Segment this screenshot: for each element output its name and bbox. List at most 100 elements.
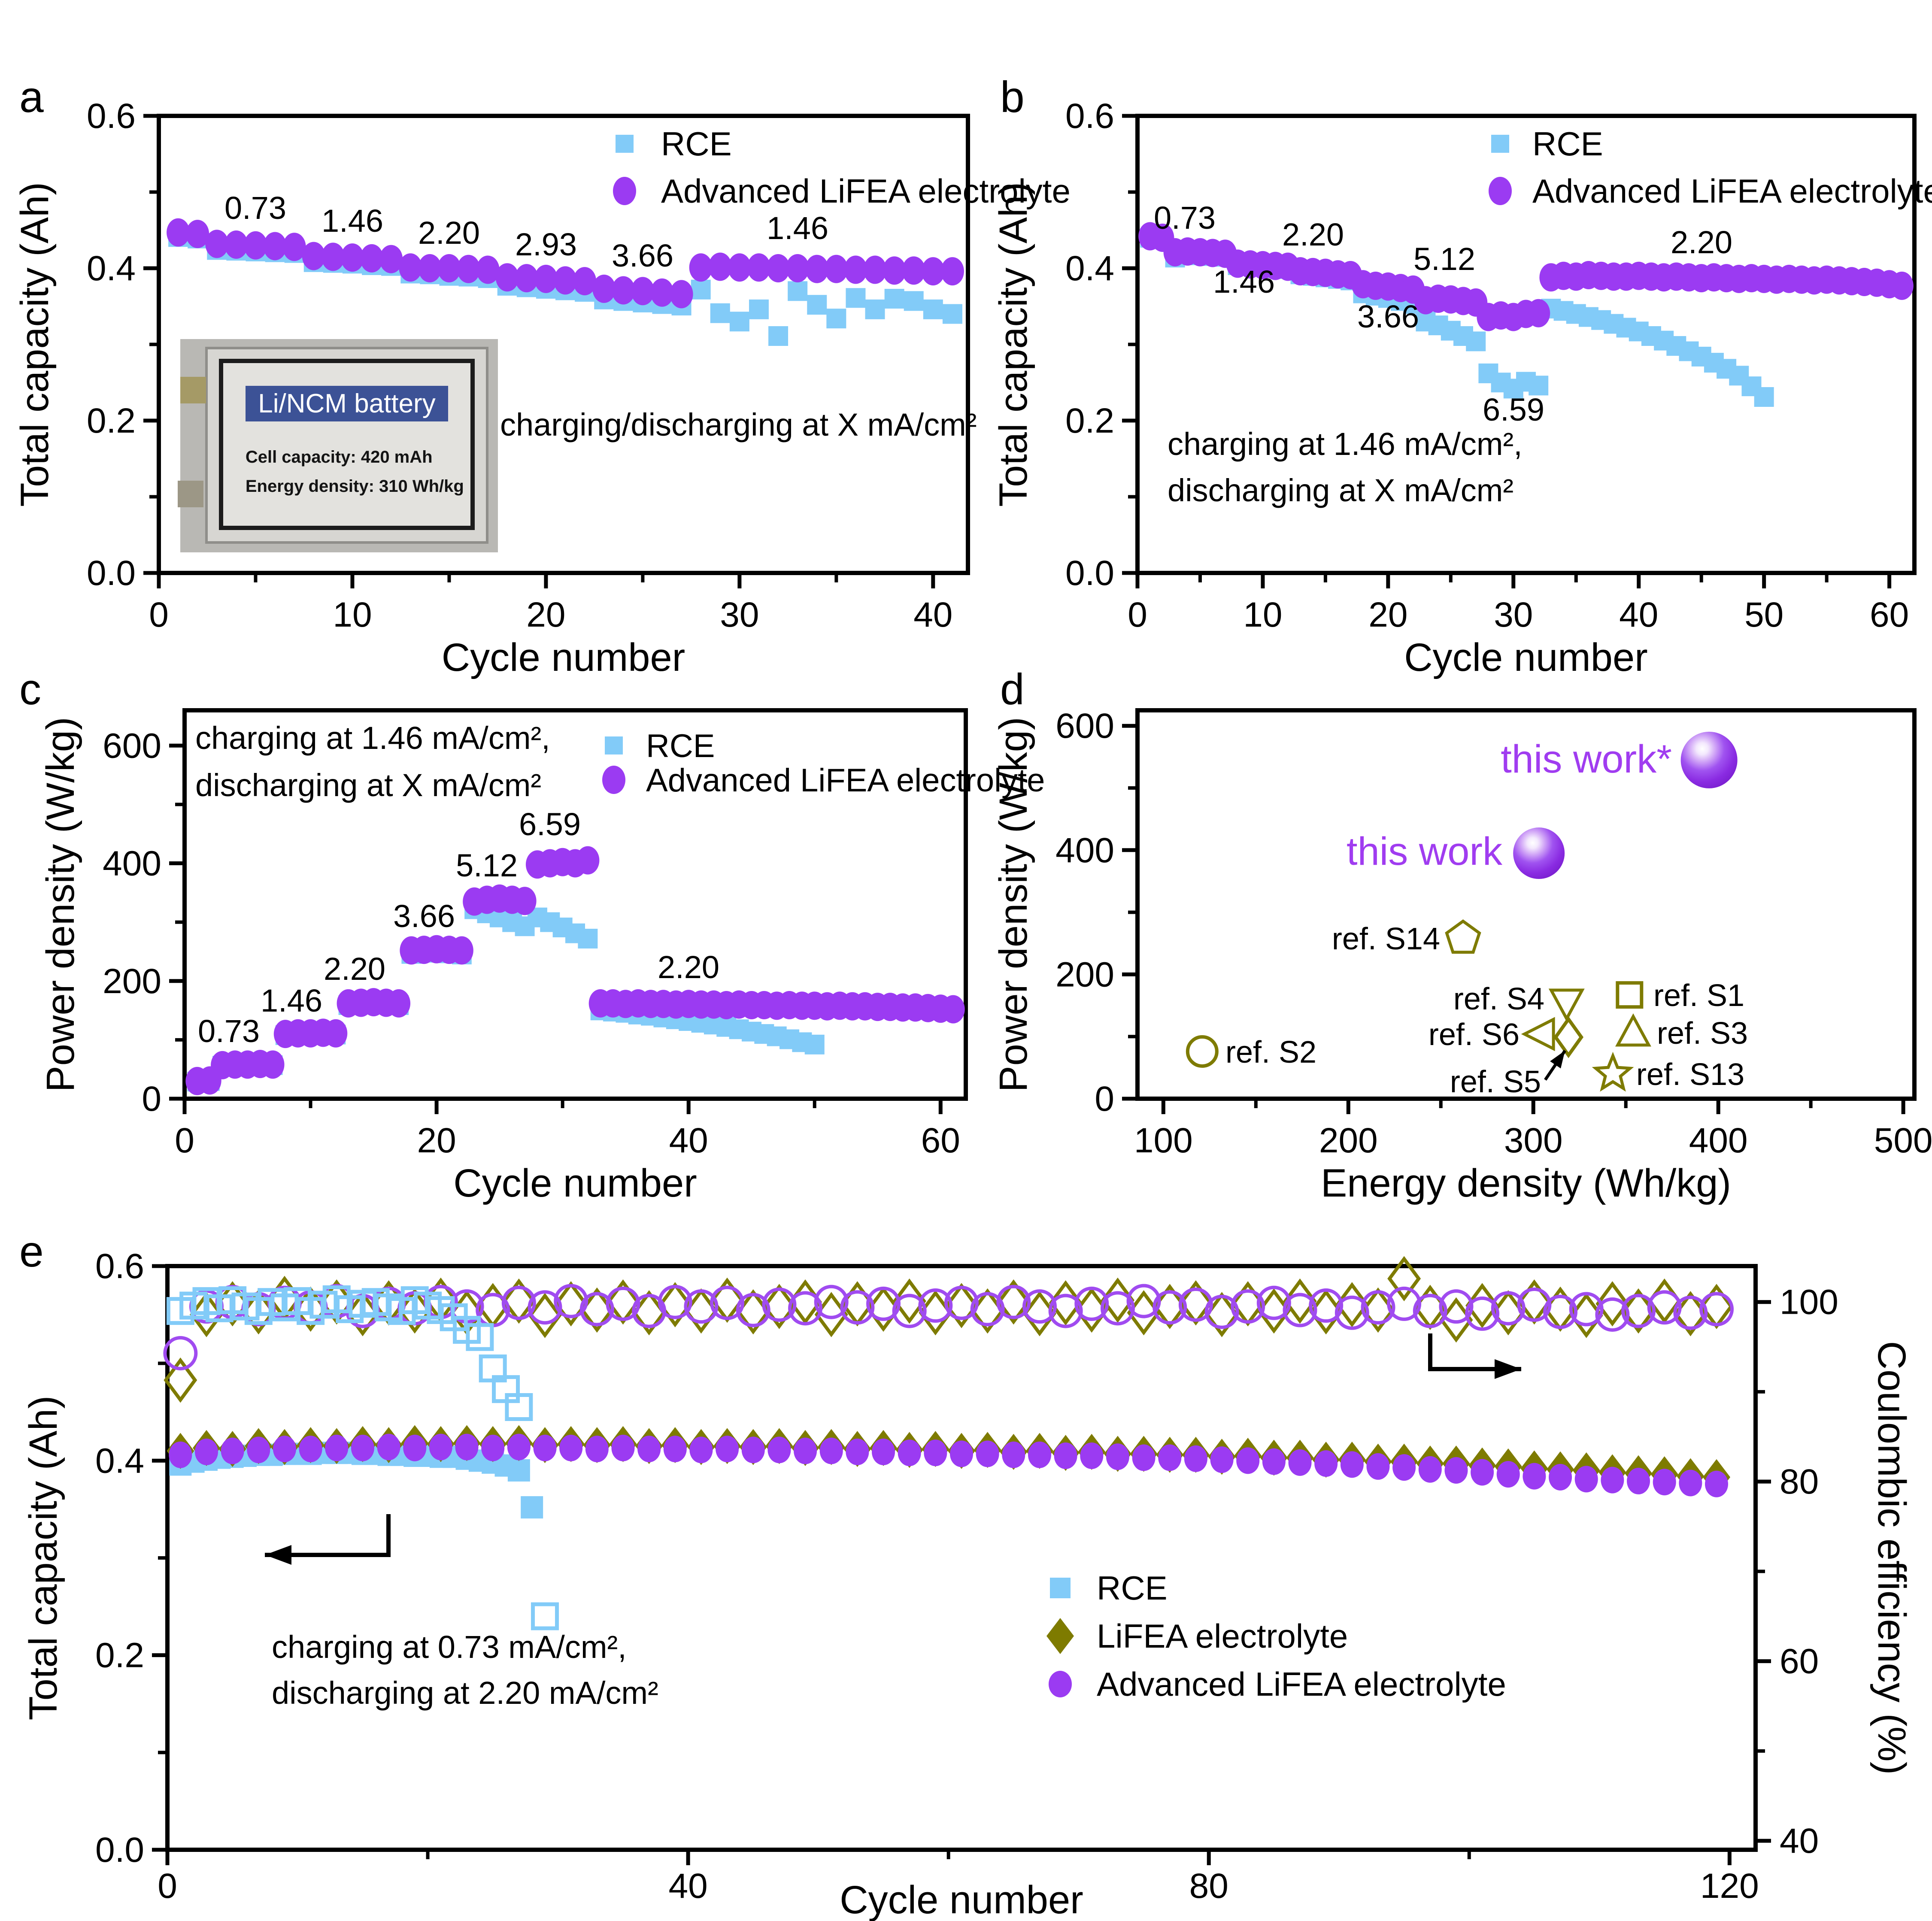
point-label: ref. S14 <box>1332 922 1440 956</box>
marker-circle <box>1283 1293 1317 1327</box>
series-advanced-lifea-electrolyte <box>167 218 964 309</box>
marker-square <box>710 303 730 323</box>
legend-label: RCE <box>1097 1569 1168 1607</box>
marker-ellipse <box>507 1433 531 1460</box>
marker-ellipse <box>325 1434 349 1461</box>
marker-ellipse <box>844 255 867 284</box>
x-tick-label: 40 <box>913 595 952 634</box>
marker-circle <box>1178 1287 1213 1322</box>
marker-circle <box>814 1285 849 1319</box>
point-ref-s1: ref. S1 <box>1616 979 1744 1013</box>
marker-square <box>521 1496 543 1519</box>
marker-square <box>1050 1578 1071 1598</box>
marker-diamond <box>1595 1281 1629 1327</box>
marker-ellipse <box>689 253 713 282</box>
marker-ellipse <box>1653 1469 1676 1496</box>
x-tick-label: 0 <box>1128 595 1147 634</box>
marker-circle <box>1439 1289 1474 1324</box>
marker-sphere <box>1513 827 1565 879</box>
marker-circle <box>1074 1286 1109 1321</box>
marker-ellipse <box>728 253 751 282</box>
point-label: ref. S5 <box>1450 1065 1541 1099</box>
x-axis-title: Cycle number <box>1404 636 1648 679</box>
marker-circle <box>579 1292 614 1327</box>
y-tick-label: 200 <box>1055 955 1114 994</box>
marker-square <box>1466 331 1486 351</box>
marker-ellipse <box>1392 1454 1416 1481</box>
marker-ellipse <box>324 1019 348 1048</box>
marker-square <box>1491 135 1509 153</box>
marker-diamond <box>658 1282 692 1327</box>
y2-tick-label: 100 <box>1780 1283 1838 1322</box>
marker-square <box>605 736 623 754</box>
marker-circle <box>1595 1297 1630 1332</box>
x-tick-label: 40 <box>669 1121 708 1160</box>
marker-ellipse <box>481 1434 505 1461</box>
marker-circle <box>918 1288 953 1323</box>
marker-sphere <box>1680 731 1738 788</box>
point-ref-s14: ref. S14 <box>1332 919 1481 956</box>
point-ref-s6: ref. S6 <box>1429 1017 1555 1052</box>
marker-ellipse <box>534 264 558 293</box>
y2-axis-title: Coulombic efficiency (%) <box>1870 1341 1914 1775</box>
marker-ellipse <box>1444 1457 1468 1484</box>
annotation: 2.93 <box>515 227 577 262</box>
x-tick-label: 120 <box>1700 1866 1759 1906</box>
y-tick-label: 0.2 <box>87 401 136 440</box>
marker-diamond <box>892 1278 926 1324</box>
pouch-cell-photo: Li/NCM battery Cell capacity: 420 mAh En… <box>205 347 488 544</box>
annotation: 3.66 <box>612 238 673 273</box>
x-axis: 0 10 20 30 40 50 60 Cycle number <box>1128 573 1909 679</box>
marker-ellipse <box>716 1436 739 1463</box>
marker-ellipse <box>689 1436 713 1463</box>
marker-diamond <box>1465 1283 1499 1328</box>
marker-ellipse <box>747 253 770 282</box>
marker-ellipse <box>585 1436 609 1463</box>
marker-circle <box>606 1286 640 1321</box>
marker-square <box>578 929 598 949</box>
marker-triangle <box>1548 988 1585 1022</box>
marker-ellipse <box>450 936 473 965</box>
marker-circle <box>1186 1035 1219 1068</box>
marker-ellipse <box>403 1434 427 1461</box>
marker-square <box>1529 376 1549 396</box>
marker-diamond <box>1179 1280 1213 1326</box>
marker-triangle <box>1615 1013 1651 1047</box>
marker-diamond <box>190 1292 223 1337</box>
marker-circle <box>1647 1290 1682 1325</box>
y-axis: 0.0 0.2 0.4 0.6 Total capacity (Ah) <box>21 1247 167 1869</box>
marker-ellipse <box>476 255 500 284</box>
marker-ellipse <box>805 255 829 283</box>
x-axis: 0 10 20 30 40 Cycle number <box>149 573 952 679</box>
y-axis-title: Power density (W/kg) <box>992 717 1035 1092</box>
panel-c-plot: 0 20 40 60 Cycle number 0 200 400 600 Power densi… <box>39 708 1045 1205</box>
marker-circle <box>1022 1289 1057 1324</box>
marker-circle <box>892 1294 927 1328</box>
y-tick-label: 600 <box>1055 706 1114 745</box>
x-axis: 0 40 80 120 Cycle number <box>158 1850 1759 1921</box>
y2-tick-label: 60 <box>1780 1642 1819 1681</box>
x-tick-label: 20 <box>417 1121 456 1160</box>
x-axis: 100 200 300 400 500 Energy density (Wh/kg) <box>1134 1099 1932 1205</box>
series-lifea-electrolyte-coulombic-efficiency <box>164 1256 1733 1403</box>
point-label: this work* <box>1501 737 1672 781</box>
marker-square <box>804 1034 825 1054</box>
x-tick-label: 50 <box>1744 595 1783 634</box>
marker-ellipse <box>1890 271 1914 300</box>
marker-ellipse <box>418 254 442 282</box>
x-tick-label: 40 <box>669 1866 708 1906</box>
marker-circle <box>788 1291 823 1326</box>
marker-circle <box>1465 1296 1500 1331</box>
marker-ellipse <box>1627 1467 1650 1494</box>
y-tick-label: 0.6 <box>1065 97 1114 136</box>
marker-diamond <box>1101 1277 1134 1323</box>
marker-ellipse <box>1210 1446 1234 1473</box>
annotation: 1.46 <box>1213 264 1275 300</box>
marker-diamond <box>997 1279 1031 1325</box>
arrow-head <box>1495 1359 1521 1379</box>
marker-ellipse <box>670 280 693 309</box>
marker-ellipse <box>1080 1442 1104 1469</box>
point-this-work: this work <box>1347 827 1565 879</box>
marker-circle <box>1231 1289 1265 1324</box>
marker-ellipse <box>224 230 248 259</box>
